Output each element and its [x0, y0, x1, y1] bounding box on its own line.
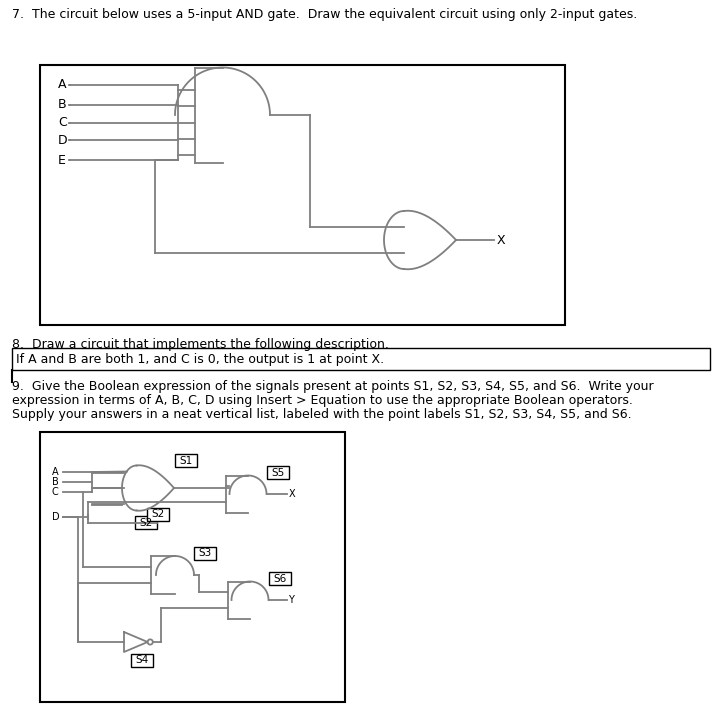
Text: S1: S1 [179, 456, 192, 466]
Text: B: B [52, 477, 59, 487]
Bar [147, 508, 169, 520]
Text: expression in terms of A, B, C, D using Insert > Equation to use the appropriate: expression in terms of A, B, C, D using … [12, 394, 633, 407]
Bar [194, 547, 216, 559]
Text: C: C [52, 487, 59, 497]
Text: X: X [288, 489, 295, 499]
Text: S5: S5 [271, 467, 284, 478]
Text: C: C [58, 116, 67, 129]
Text: 7.  The circuit below uses a 5-input AND gate.  Draw the equivalent circuit usin: 7. The circuit below uses a 5-input AND … [12, 8, 637, 21]
Text: S2: S2 [152, 509, 165, 519]
Bar [175, 454, 197, 467]
Text: S3: S3 [198, 548, 211, 558]
Bar [40, 65, 565, 325]
Text: 8.  Draw a circuit that implements the following description.: 8. Draw a circuit that implements the fo… [12, 338, 389, 351]
Text: X: X [497, 234, 505, 246]
Bar [266, 466, 288, 479]
Text: D: D [58, 133, 68, 146]
Text: B: B [58, 99, 67, 111]
Text: Supply your answers in a neat vertical list, labeled with the point labels S1, S: Supply your answers in a neat vertical l… [12, 408, 632, 421]
Bar [12, 348, 710, 370]
Text: A: A [58, 79, 67, 92]
Bar [131, 653, 153, 667]
Text: 9.  Give the Boolean expression of the signals present at points S1, S2, S3, S4,: 9. Give the Boolean expression of the si… [12, 380, 653, 393]
Text: Y: Y [288, 595, 294, 605]
Bar [135, 516, 157, 529]
Text: S2: S2 [139, 518, 152, 528]
Bar [269, 572, 290, 585]
Text: S4: S4 [135, 655, 149, 665]
Text: D: D [52, 512, 60, 522]
Bar [40, 432, 345, 702]
Text: S6: S6 [273, 574, 286, 584]
Text: E: E [58, 153, 66, 167]
Text: If A and B are both 1, and C is 0, the output is 1 at point X.: If A and B are both 1, and C is 0, the o… [16, 352, 384, 366]
Text: A: A [52, 467, 59, 477]
